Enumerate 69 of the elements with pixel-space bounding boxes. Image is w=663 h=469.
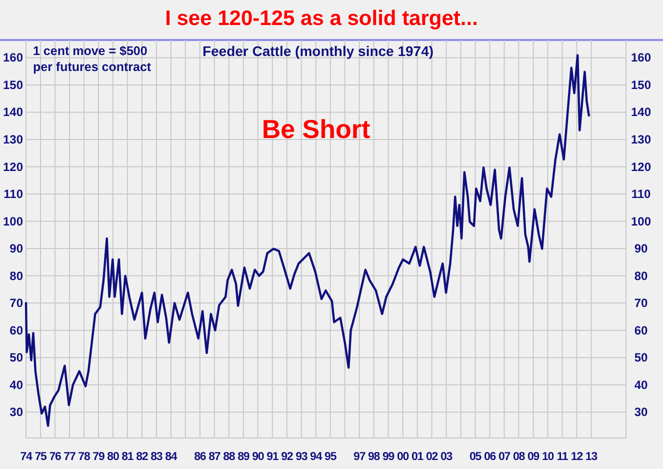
y-tick-label: 100: [2, 214, 24, 228]
x-tick-label: 86: [194, 451, 206, 463]
y-tick-label: 110: [4, 187, 24, 202]
x-tick-label: 80: [107, 451, 119, 463]
y2-tick-label: 30: [634, 405, 648, 420]
y-tick-label: 40: [10, 378, 24, 392]
x-tick-label: 78: [78, 451, 91, 463]
y2-tick-label: 160: [630, 50, 652, 65]
x-tick-label: 90: [252, 451, 264, 463]
x-tick-label: 88: [223, 451, 236, 463]
y2-tick-label: 140: [630, 105, 652, 120]
y-tick-label: 160: [2, 50, 24, 65]
y-tick-label: 30: [10, 405, 24, 420]
annotation: Be Short: [262, 114, 371, 144]
x-tick-label: 77: [64, 451, 76, 463]
x-tick-label: 10: [542, 451, 554, 463]
x-tick-label: 98: [368, 451, 381, 463]
y-tick-label: 130: [2, 132, 24, 146]
x-tick-label: 91: [266, 451, 280, 463]
y2-tick-label: 130: [630, 132, 652, 146]
y-tick-label: 90: [10, 242, 24, 256]
y2-tick-label: 50: [634, 350, 648, 365]
y2-tick-label: 120: [630, 160, 652, 174]
y2-tick-label: 80: [634, 268, 648, 283]
y2-tick-label: 150: [630, 78, 652, 92]
x-tick-label: 83: [150, 451, 162, 463]
x-tick-label: 76: [49, 451, 61, 463]
y-tick-label: 70: [10, 296, 24, 310]
y-tick-label: 150: [2, 78, 24, 92]
x-tick-label: 06: [484, 451, 496, 463]
x-tick-label: 99: [382, 451, 394, 463]
x-tick-label: 09: [527, 451, 540, 463]
x-tick-label: 94: [310, 451, 323, 463]
y2-tick-label: 60: [634, 323, 648, 338]
x-tick-label: 84: [165, 451, 178, 463]
y2-tick-label: 40: [634, 378, 648, 392]
y2-tick-label: 100: [630, 214, 652, 228]
x-tick-label: 08: [512, 451, 526, 463]
y-tick-label: 140: [2, 105, 24, 120]
chart-subtitle: Feeder Cattle (monthly since 1974): [202, 43, 434, 59]
y2-tick-label: 110: [631, 187, 652, 202]
x-tick-label: 11: [556, 451, 569, 463]
chart-title: I see 120-125 as a solid target...: [165, 7, 478, 30]
x-tick-label: 00: [397, 451, 409, 463]
x-tick-label: 03: [440, 451, 452, 463]
x-tick-label: 74: [20, 451, 33, 463]
y-tick-label: 50: [10, 350, 24, 365]
y-tick-label: 60: [10, 323, 24, 338]
x-tick-label: 93: [296, 451, 308, 463]
x-tick-label: 81: [122, 451, 134, 463]
x-tick-label: 92: [281, 451, 293, 463]
x-tick-label: 82: [136, 451, 148, 463]
x-tick-label: 95: [324, 451, 338, 463]
x-tick-label: 79: [92, 451, 104, 463]
y2-tick-label: 70: [634, 296, 648, 310]
x-tick-label: 02: [426, 451, 438, 463]
x-tick-label: 75: [34, 451, 48, 463]
x-tick-label: 01: [412, 451, 424, 463]
y-tick-label: 120: [2, 160, 24, 174]
x-tick-label: 89: [238, 451, 250, 463]
x-tick-label: 07: [498, 451, 510, 463]
annotation: 1 cent move = $500 per futures contract: [33, 44, 152, 74]
y-tick-label: 80: [10, 268, 24, 283]
y2-tick-label: 90: [634, 242, 648, 256]
x-tick-label: 87: [208, 451, 220, 463]
x-tick-label: 97: [354, 451, 366, 463]
x-tick-label: 05: [469, 451, 482, 463]
x-tick-label: 12: [570, 451, 583, 463]
x-tick-label: 13: [585, 451, 598, 463]
